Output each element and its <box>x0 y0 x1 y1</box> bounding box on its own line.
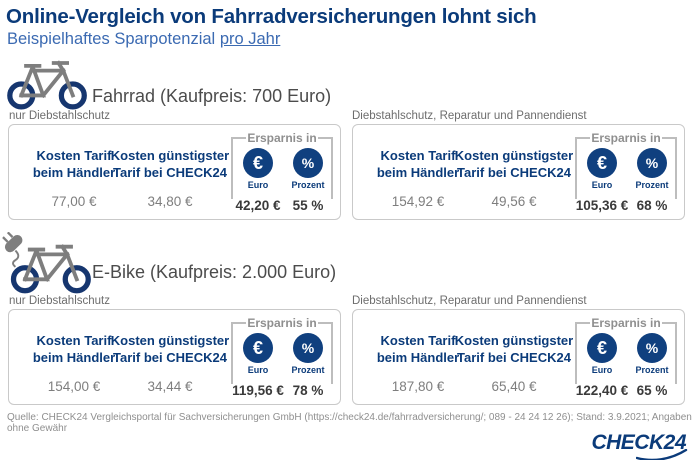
panel-label: Diebstahlschutz, Reparatur und Pannendie… <box>352 295 587 307</box>
ersparnis-title: Ersparnis in <box>591 316 661 330</box>
bracket-right <box>318 137 333 199</box>
euro-icon: € <box>243 148 273 178</box>
percent-icon: % <box>293 333 323 363</box>
col-header-haendler: Kosten Tarif beim Händler <box>32 333 116 365</box>
ersparnis-euro-value: 119,56 € <box>232 383 284 398</box>
euro-badge: € Euro <box>580 333 624 375</box>
ersparnis-group: Ersparnis in € Euro % Prozent 105,36 € 6… <box>575 129 677 217</box>
logo-text: CHECK24 <box>591 431 686 454</box>
ersparnis-group: Ersparnis in € Euro % Prozent 119,56 € 7… <box>231 314 333 402</box>
tariff-panel-ebike-diebstahl: Kosten Tarif beim Händler Kosten günstig… <box>8 309 341 405</box>
bracket-left <box>231 137 246 199</box>
haendler-value: 154,00 € <box>47 379 101 394</box>
euro-label: Euro <box>591 180 613 190</box>
haendler-value: 77,00 € <box>51 194 97 209</box>
tariff-panel-fahrrad-komfort: Kosten Tarif beim Händler Kosten günstig… <box>352 124 685 220</box>
ebike-icon <box>2 232 91 294</box>
subtitle-underlined: pro Jahr <box>219 30 281 48</box>
prozent-label: Prozent <box>291 365 325 375</box>
percent-icon: % <box>637 333 667 363</box>
bicycle-icon <box>7 60 87 110</box>
prozent-badge: % Prozent <box>630 333 674 375</box>
bracket-right <box>662 137 677 199</box>
prozent-label: Prozent <box>635 365 669 375</box>
ersparnis-group: Ersparnis in € Euro % Prozent 42,20 € 55… <box>231 129 333 217</box>
tariff-panel-ebike-komfort: Kosten Tarif beim Händler Kosten günstig… <box>352 309 685 405</box>
prozent-badge: % Prozent <box>286 333 330 375</box>
ersparnis-title: Ersparnis in <box>591 131 661 145</box>
euro-icon: € <box>243 333 273 363</box>
prozent-badge: % Prozent <box>630 148 674 190</box>
col-header-haendler: Kosten Tarif beim Händler <box>376 148 460 180</box>
col-header-check24: Kosten günstigster Tarif bei CHECK24 <box>110 333 230 365</box>
col-header-haendler: Kosten Tarif beim Händler <box>32 148 116 180</box>
ersparnis-euro-value: 122,40 € <box>575 383 629 398</box>
panel-label: nur Diebstahlschutz <box>9 110 110 122</box>
col-header-haendler: Kosten Tarif beim Händler <box>376 333 460 365</box>
check24-value: 34,80 € <box>147 194 193 209</box>
ersparnis-title: Ersparnis in <box>247 316 317 330</box>
haendler-value: 187,80 € <box>391 379 445 394</box>
ersparnis-prozent-value: 55 % <box>292 198 324 213</box>
section-heading-fahrrad: Fahrrad (Kaufpreis: 700 Euro) <box>92 86 332 106</box>
plug-icon <box>2 232 23 268</box>
panel-label: nur Diebstahlschutz <box>9 295 110 307</box>
ersparnis-prozent-value: 78 % <box>292 383 324 398</box>
euro-badge: € Euro <box>580 148 624 190</box>
col-header-check24: Kosten günstigster Tarif bei CHECK24 <box>454 148 574 180</box>
col-header-check24: Kosten günstigster Tarif bei CHECK24 <box>110 148 230 180</box>
prozent-badge: % Prozent <box>286 148 330 190</box>
check24-logo: CHECK24 <box>576 431 688 460</box>
panel-label: Diebstahlschutz, Reparatur und Pannendie… <box>352 110 587 122</box>
ersparnis-euro-value: 42,20 € <box>235 198 281 213</box>
ersparnis-group: Ersparnis in € Euro % Prozent 122,40 € 6… <box>575 314 677 402</box>
prozent-label: Prozent <box>635 180 669 190</box>
source-line: Quelle: CHECK24 Vergleichsportal für Sac… <box>7 412 692 434</box>
ersparnis-title: Ersparnis in <box>247 131 317 145</box>
page-title: Online-Vergleich von Fahrradversicherung… <box>6 5 537 28</box>
bracket-left <box>575 137 590 199</box>
haendler-value: 154,92 € <box>391 194 445 209</box>
section-heading-ebike: E-Bike (Kaufpreis: 2.000 Euro) <box>92 262 337 282</box>
euro-label: Euro <box>591 365 613 375</box>
ersparnis-prozent-value: 65 % <box>636 383 668 398</box>
logo-swoosh-icon <box>636 449 688 460</box>
page-subtitle: Beispielhaftes Sparpotenzial pro Jahr <box>7 30 280 49</box>
bracket-right <box>662 322 677 384</box>
euro-icon: € <box>587 333 617 363</box>
prozent-label: Prozent <box>291 180 325 190</box>
euro-badge: € Euro <box>236 333 280 375</box>
percent-icon: % <box>293 148 323 178</box>
subtitle-prefix: Beispielhaftes Sparpotenzial <box>7 30 220 48</box>
euro-label: Euro <box>247 180 269 190</box>
percent-icon: % <box>637 148 667 178</box>
check24-value: 34,44 € <box>147 379 193 394</box>
ersparnis-euro-value: 105,36 € <box>575 198 629 213</box>
euro-icon: € <box>587 148 617 178</box>
tariff-panel-fahrrad-diebstahl: Kosten Tarif beim Händler Kosten günstig… <box>8 124 341 220</box>
bracket-left <box>231 322 246 384</box>
ersparnis-prozent-value: 68 % <box>636 198 668 213</box>
check24-value: 65,40 € <box>491 379 537 394</box>
check24-value: 49,56 € <box>491 194 537 209</box>
euro-badge: € Euro <box>236 148 280 190</box>
col-header-check24: Kosten günstigster Tarif bei CHECK24 <box>454 333 574 365</box>
euro-label: Euro <box>247 365 269 375</box>
bracket-right <box>318 322 333 384</box>
bracket-left <box>575 322 590 384</box>
